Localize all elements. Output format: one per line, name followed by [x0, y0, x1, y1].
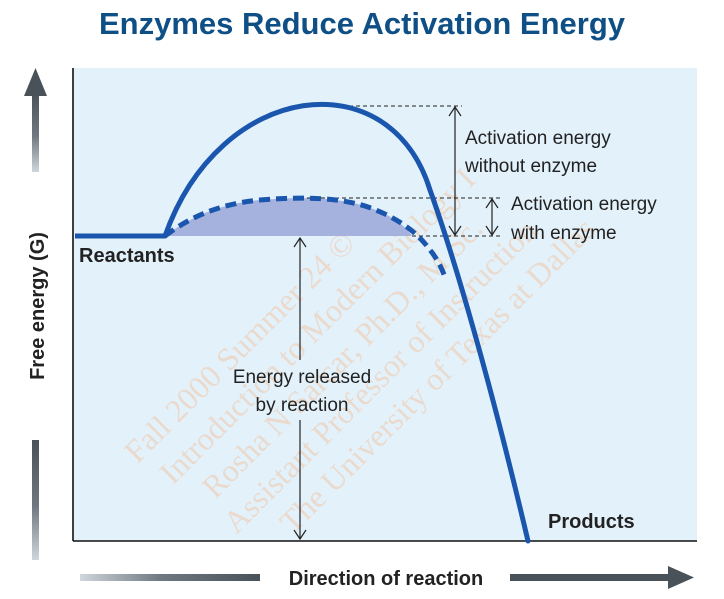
- activation-with-label: with enzyme: [510, 223, 617, 244]
- activation-without-label: without enzyme: [464, 156, 597, 177]
- activation-with-arrow: [485, 197, 499, 237]
- y-axis-arrow: [24, 68, 47, 560]
- x-axis-arrow: [80, 566, 694, 589]
- reference-lines: [300, 105, 500, 237]
- activation-with-label: Activation energy: [511, 194, 657, 215]
- x-axis-label: Direction of reaction: [289, 568, 483, 590]
- energy-released-arrow: [293, 236, 307, 541]
- energy-released-label: by reaction: [256, 395, 349, 416]
- reactants-label: Reactants: [79, 245, 175, 267]
- uncatalyzed-curve: [162, 101, 531, 544]
- y-axis-label: Free energy (G): [27, 232, 49, 380]
- enzyme-catalyzed-curve: [163, 195, 449, 281]
- products-label: Products: [548, 511, 635, 533]
- page-title: Enzymes Reduce Activation Energy: [98, 6, 626, 41]
- plot-area: [73, 68, 697, 541]
- activation-without-arrow: [448, 105, 462, 237]
- energy-released-label: Energy released: [233, 367, 371, 388]
- activation-without-label: Activation energy: [465, 128, 611, 149]
